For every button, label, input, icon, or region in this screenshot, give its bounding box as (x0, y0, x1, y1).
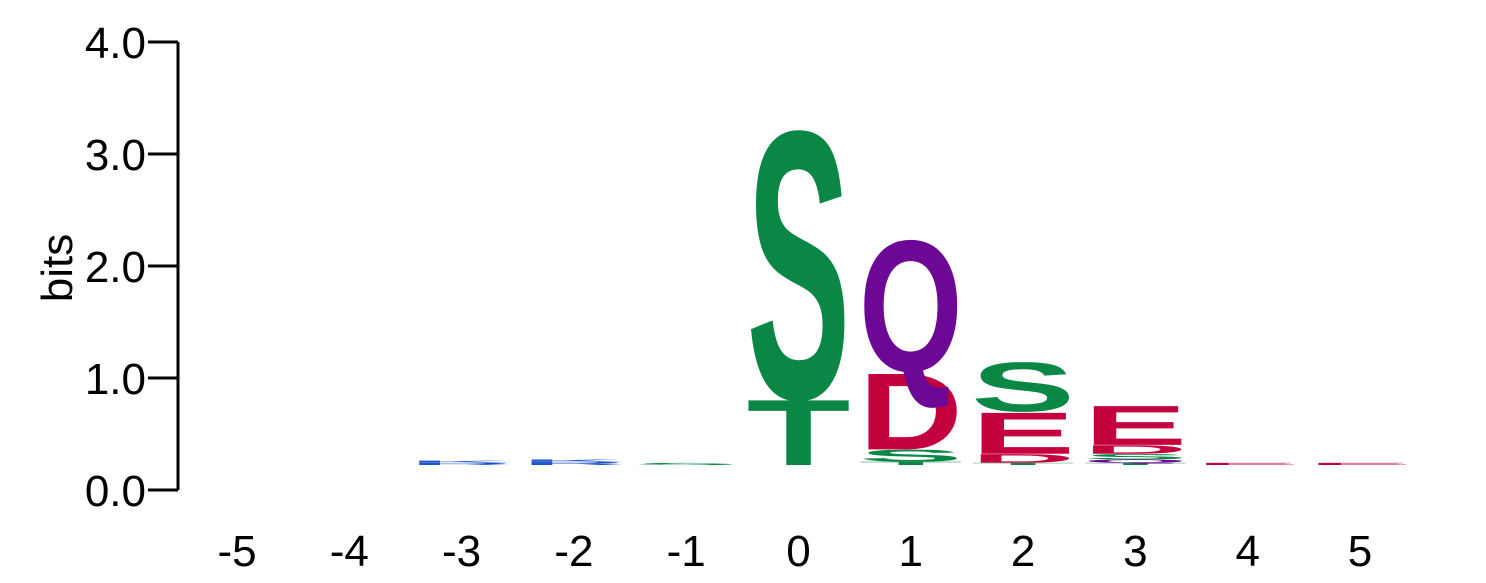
x-tick-label: -4 (330, 527, 369, 576)
logo-letter-T: T (1083, 462, 1187, 466)
x-tick-label: -3 (442, 527, 481, 576)
logo-letter-E: E (1083, 394, 1187, 457)
y-axis: 0.0 1.0 2.0 3.0 4.0 (85, 19, 180, 516)
x-tick-label: -1 (667, 527, 706, 576)
logo-letter-R: R (410, 462, 514, 466)
y-tick-label: 0.0 (85, 467, 146, 516)
stack-position--2: RK (522, 459, 626, 466)
logo-letter-S: S (859, 446, 963, 465)
logo-letter-D: D (1083, 442, 1187, 456)
x-tick-label: 4 (1235, 527, 1259, 576)
logo-letter-K: K (410, 460, 514, 464)
logo-letter-Q: Q (859, 200, 963, 411)
logo-letter-E: E (971, 400, 1075, 467)
logo-letter-D: D (859, 351, 963, 473)
y-axis-title: bits (33, 234, 82, 302)
stack-position--1: S (634, 462, 738, 465)
y-tick-label: 1.0 (85, 355, 146, 404)
stack-position-0: TS (747, 51, 851, 486)
logo-letter-T: T (971, 462, 1075, 466)
logo-letter-S: S (747, 51, 851, 479)
logo-letter-E: E (1196, 462, 1300, 465)
y-tick-label: 3.0 (85, 131, 146, 180)
logo-letter-Q: Q (1083, 459, 1187, 464)
x-tick-label: 2 (1011, 527, 1035, 576)
x-tick-label: -2 (554, 527, 593, 576)
x-axis-tick-labels: -5 -4 -3 -2 -1 0 1 2 3 4 5 (217, 527, 1372, 576)
x-tick-label: 5 (1348, 527, 1372, 576)
x-tick-label: 1 (899, 527, 923, 576)
logo-letter-S: S (1083, 452, 1187, 461)
logo-letter-R: R (522, 461, 626, 466)
logo-letter-D: D (971, 451, 1075, 465)
logo-letter-T: T (859, 461, 963, 466)
y-tick-label: 2.0 (85, 243, 146, 292)
y-tick-label: 4.0 (85, 19, 146, 68)
logo-letter-K: K (522, 459, 626, 463)
x-tick-label: -5 (217, 527, 256, 576)
logo-letter-S: S (634, 462, 738, 465)
stack-position-4: E (1196, 462, 1300, 465)
x-tick-label: 3 (1123, 527, 1147, 576)
stack-position--3: RK (410, 460, 514, 466)
logo-letter-T: T (747, 381, 851, 485)
logo-letter-E: E (1308, 462, 1412, 465)
stack-position-5: E (1308, 462, 1412, 465)
x-tick-label: 0 (786, 527, 810, 576)
logo-letter-S: S (971, 347, 1075, 426)
